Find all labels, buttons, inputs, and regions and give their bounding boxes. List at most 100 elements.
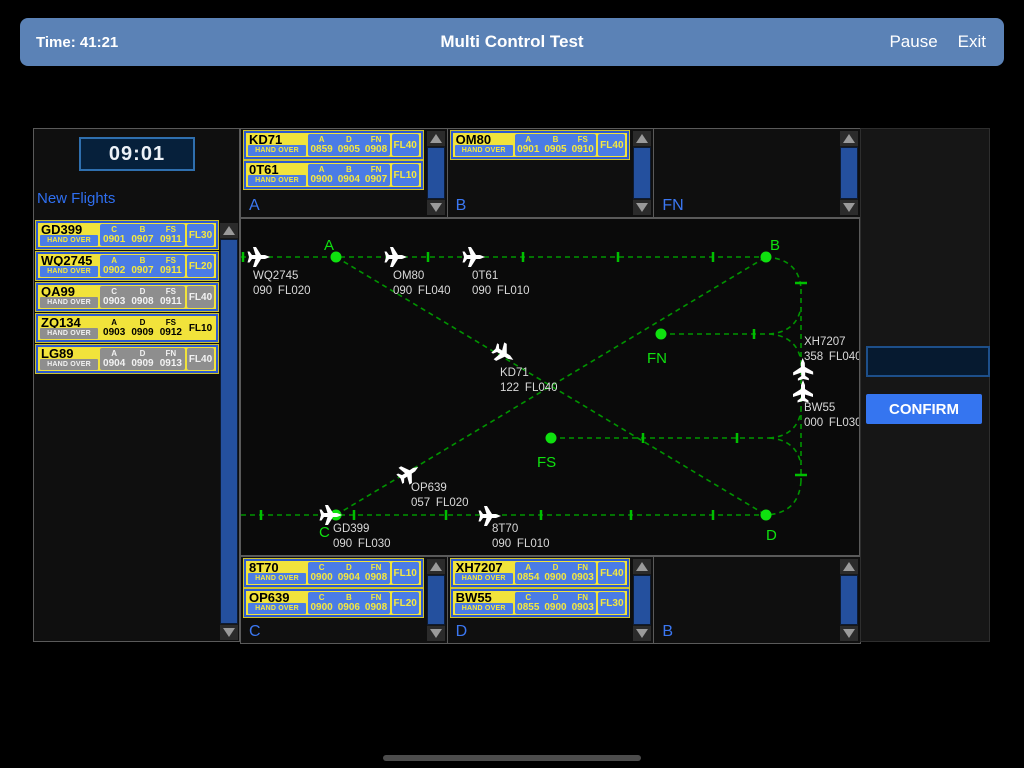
scrollbar-thumb[interactable] xyxy=(633,575,652,625)
scroll-down-icon[interactable] xyxy=(633,200,652,215)
strip-callsign: ZQ134 xyxy=(41,315,81,330)
scrollbar-thumb[interactable] xyxy=(840,575,859,625)
scrollbar-thumb[interactable] xyxy=(426,147,445,199)
strip-callsign: BW55 xyxy=(455,590,492,605)
scrollbar-thumb[interactable] xyxy=(840,147,859,199)
scroll-up-icon[interactable] xyxy=(220,223,238,238)
home-indicator[interactable] xyxy=(383,755,641,761)
strip-route: C B FN 0900 0906 0908 xyxy=(308,592,390,614)
scrollbar-thumb[interactable] xyxy=(220,239,238,624)
handover-button[interactable]: HAND OVER xyxy=(454,603,513,614)
scrollbar-thumb[interactable] xyxy=(426,575,445,625)
route-ticks xyxy=(241,252,807,520)
handover-button[interactable]: HAND OVER xyxy=(248,573,306,584)
strip-flight-level: FL40 xyxy=(598,562,626,584)
strip-callsign: 0T61 xyxy=(249,162,279,177)
waypoint-label: C xyxy=(319,524,330,541)
scroll-up-icon[interactable] xyxy=(840,559,859,574)
handover-button[interactable]: HAND OVER xyxy=(248,603,306,614)
scroll-down-icon[interactable] xyxy=(840,200,859,215)
handover-button[interactable]: HAND OVER xyxy=(40,266,98,277)
scroll-down-icon[interactable] xyxy=(426,626,445,641)
scrollbar-thumb[interactable] xyxy=(633,147,652,199)
flight-strip[interactable]: KD71 HAND OVER A D FN 0859 0905 0908 FL40 xyxy=(244,131,423,159)
scrollbar-track[interactable] xyxy=(220,239,238,624)
scrollbar-track[interactable] xyxy=(633,575,652,625)
strip-route: C B FS 0901 0907 0911 xyxy=(100,224,185,246)
handover-button[interactable]: HAND OVER xyxy=(248,175,306,186)
scrollbar-track[interactable] xyxy=(840,147,859,199)
handover-button[interactable]: HAND OVER xyxy=(40,359,98,370)
strip-callsign: LG89 xyxy=(41,346,74,361)
scroll-down-icon[interactable] xyxy=(426,200,445,215)
flight-strip[interactable]: 0T61 HAND OVER A B FN 0900 0904 0907 FL10 xyxy=(244,161,423,189)
scroll-down-icon[interactable] xyxy=(840,626,859,641)
sector-panel-C: 8T70 HAND OVER C D FN 0900 0904 0908 FL10 OP639 HA… xyxy=(240,556,448,644)
scroll-up-icon[interactable] xyxy=(633,131,652,146)
new-flights-label: New Flights xyxy=(37,190,116,207)
aircraft-icon-0T61[interactable] xyxy=(462,247,486,267)
strip-callsign: KD71 xyxy=(249,132,283,147)
bottom-sector-panels: 8T70 HAND OVER C D FN 0900 0904 0908 FL10 OP639 HA… xyxy=(240,556,862,644)
panel-scrollbar[interactable] xyxy=(840,131,859,215)
strip-route: A B FS 0902 0907 0911 xyxy=(100,255,185,277)
strip-route: A B FN 0900 0904 0907 xyxy=(308,164,390,186)
sidebar-scrollbar[interactable] xyxy=(220,223,238,640)
aircraft-icon-8T70[interactable] xyxy=(478,506,502,526)
flight-strip[interactable]: XH7207 HAND OVER A D FN 0854 0900 0903 FL40 xyxy=(450,559,630,587)
sector-panel-B: B xyxy=(653,556,862,644)
flight-strip[interactable]: OM80 HAND OVER A B FS 0901 0905 0910 FL40 xyxy=(450,131,630,159)
sector-panel-D: XH7207 HAND OVER A D FN 0854 0900 0903 FL40 BW55 H… xyxy=(446,556,655,644)
flight-strip[interactable]: OP639 HAND OVER C B FN 0900 0906 0908 FL20 xyxy=(244,589,423,617)
top-bar: Time: 41:21 Multi Control Test Pause Exi… xyxy=(20,18,1004,66)
scroll-down-icon[interactable] xyxy=(633,626,652,641)
scrollbar-track[interactable] xyxy=(426,575,445,625)
handover-button[interactable]: HAND OVER xyxy=(40,328,98,339)
flight-strip[interactable]: WQ2745 HAND OVER A B FS 0902 0907 0911 FL20 xyxy=(36,252,218,280)
flight-strip[interactable]: QA99 HAND OVER C D FS 0903 0908 0911 FL40 xyxy=(36,283,218,311)
waypoint-dot-FS xyxy=(545,432,557,444)
panel-scrollbar[interactable] xyxy=(426,131,445,215)
aircraft-icon-KD71[interactable] xyxy=(489,339,519,368)
pause-button[interactable]: Pause xyxy=(889,32,938,51)
panel-scrollbar[interactable] xyxy=(633,131,652,215)
scroll-down-icon[interactable] xyxy=(220,625,238,640)
flight-strip[interactable]: BW55 HAND OVER C D FN 0855 0900 0903 FL30 xyxy=(450,589,630,617)
strip-flight-level: FL20 xyxy=(391,592,419,614)
exit-button[interactable]: Exit xyxy=(957,32,986,51)
aircraft-icon-OM80[interactable] xyxy=(384,247,408,267)
scroll-up-icon[interactable] xyxy=(840,131,859,146)
handover-button[interactable]: HAND OVER xyxy=(40,235,98,246)
scroll-up-icon[interactable] xyxy=(633,559,652,574)
handover-button[interactable]: HAND OVER xyxy=(454,573,513,584)
waypoint-dot-FN xyxy=(655,328,667,340)
strip-flight-level: FL40 xyxy=(187,286,214,308)
strip-flight-level: FL10 xyxy=(391,164,419,186)
radar-display[interactable]: A B C D FN FS WQ2745 090 FL020 OM80 090 FL040 0T61… xyxy=(240,218,860,556)
scrollbar-track[interactable] xyxy=(633,147,652,199)
strip-flight-level: FL40 xyxy=(391,134,419,156)
panel-scrollbar[interactable] xyxy=(633,559,652,641)
scrollbar-track[interactable] xyxy=(840,575,859,625)
flight-strip[interactable]: ZQ134 HAND OVER A D FS 0903 0909 0912 FL10 xyxy=(36,314,218,342)
confirm-button[interactable]: CONFIRM xyxy=(866,394,982,424)
flight-strip[interactable]: LG89 HAND OVER A D FN 0904 0909 0913 FL40 xyxy=(36,345,218,373)
handover-button[interactable]: HAND OVER xyxy=(454,145,513,156)
new-flights-panel: 09:01 New Flights GD399 HAND OVER C B FS 0901… xyxy=(33,128,240,642)
panel-scrollbar[interactable] xyxy=(840,559,859,641)
scrollbar-track[interactable] xyxy=(426,147,445,199)
panel-scrollbar[interactable] xyxy=(426,559,445,641)
flight-strip[interactable]: GD399 HAND OVER C B FS 0901 0907 0911 FL30 xyxy=(36,221,218,249)
flight-strip[interactable]: 8T70 HAND OVER C D FN 0900 0904 0908 FL10 xyxy=(244,559,423,587)
aircraft-icon-BW55[interactable] xyxy=(793,380,813,403)
scroll-up-icon[interactable] xyxy=(426,131,445,146)
aircraft-icon-WQ2745[interactable] xyxy=(247,247,271,267)
aircraft-icon-XH7207[interactable] xyxy=(793,358,814,381)
command-input[interactable] xyxy=(866,346,990,377)
handover-button[interactable]: HAND OVER xyxy=(248,145,306,156)
waypoint-label: FN xyxy=(647,350,667,367)
scroll-up-icon[interactable] xyxy=(426,559,445,574)
handover-button[interactable]: HAND OVER xyxy=(40,297,98,308)
aircraft-icon-GD399[interactable] xyxy=(319,505,343,525)
aircraft-icon-OP639[interactable] xyxy=(394,459,424,488)
